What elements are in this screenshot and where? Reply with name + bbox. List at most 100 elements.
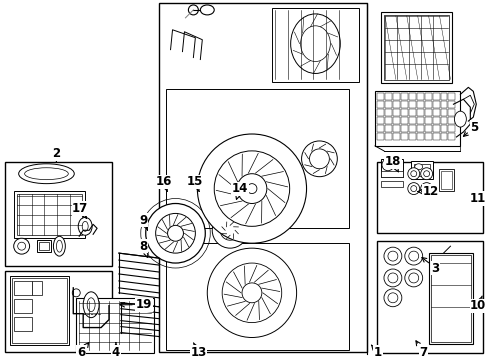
Text: 17: 17 (72, 202, 88, 219)
Ellipse shape (14, 238, 30, 254)
Text: IG: IG (390, 165, 396, 170)
Bar (424, 93, 431, 100)
Bar (5, 271, 112, 352)
Bar (416, 125, 423, 132)
Bar (447, 101, 454, 108)
Text: 2: 2 (52, 147, 61, 161)
Ellipse shape (301, 141, 337, 177)
Bar (447, 133, 454, 140)
Bar (432, 101, 439, 108)
Ellipse shape (420, 168, 432, 180)
Bar (384, 109, 391, 116)
Bar (440, 125, 447, 132)
Bar (440, 171, 451, 189)
Bar (376, 125, 383, 132)
Bar (440, 93, 447, 100)
Bar (413, 164, 429, 176)
Bar (408, 117, 415, 124)
Bar (14, 281, 32, 295)
Ellipse shape (83, 292, 99, 318)
Text: 11: 11 (469, 192, 486, 205)
Bar (408, 109, 415, 116)
Bar (416, 109, 423, 116)
Text: 10: 10 (469, 296, 486, 312)
Ellipse shape (19, 164, 74, 184)
Bar (440, 101, 447, 108)
Bar (384, 133, 391, 140)
Bar (14, 190, 85, 238)
Bar (376, 93, 383, 100)
Bar (424, 125, 431, 132)
Bar (400, 133, 407, 140)
Bar (392, 101, 399, 108)
Bar (384, 101, 391, 108)
Bar (383, 15, 448, 80)
Bar (416, 133, 423, 140)
Bar (440, 109, 447, 116)
Ellipse shape (383, 269, 401, 287)
Ellipse shape (246, 184, 256, 194)
Bar (408, 125, 415, 132)
Ellipse shape (423, 186, 429, 192)
Ellipse shape (155, 213, 195, 253)
Bar (380, 12, 451, 84)
Ellipse shape (410, 171, 416, 177)
Ellipse shape (242, 283, 262, 303)
Ellipse shape (188, 5, 198, 15)
Ellipse shape (78, 217, 92, 235)
Ellipse shape (407, 183, 419, 194)
Ellipse shape (82, 221, 88, 231)
Bar (376, 162, 482, 233)
Ellipse shape (72, 289, 80, 297)
Bar (432, 93, 439, 100)
Ellipse shape (414, 164, 422, 170)
Ellipse shape (420, 183, 432, 194)
Bar (432, 133, 439, 140)
Ellipse shape (387, 251, 397, 261)
Bar (39, 242, 49, 250)
Ellipse shape (24, 168, 68, 180)
Ellipse shape (408, 273, 418, 283)
Bar (410, 161, 432, 179)
Bar (76, 298, 153, 354)
Ellipse shape (200, 5, 214, 15)
Bar (32, 281, 41, 295)
Bar (384, 117, 391, 124)
Bar (424, 117, 431, 124)
Bar (432, 125, 439, 132)
Text: 4: 4 (112, 342, 120, 359)
Ellipse shape (384, 162, 390, 168)
Ellipse shape (207, 248, 296, 337)
Bar (424, 101, 431, 108)
Bar (416, 93, 423, 100)
Bar (400, 117, 407, 124)
Bar (384, 125, 391, 132)
Ellipse shape (145, 203, 205, 263)
Bar (374, 91, 460, 146)
Bar (376, 133, 383, 140)
Text: 13: 13 (190, 343, 206, 359)
Bar (428, 253, 472, 345)
Ellipse shape (214, 151, 289, 226)
Ellipse shape (53, 236, 65, 256)
Text: 19: 19 (120, 298, 152, 311)
Ellipse shape (56, 240, 62, 252)
Ellipse shape (87, 298, 95, 312)
Ellipse shape (423, 171, 429, 177)
Bar (447, 117, 454, 124)
Ellipse shape (197, 134, 306, 243)
Bar (440, 117, 447, 124)
Bar (432, 117, 439, 124)
Bar (380, 181, 402, 186)
Bar (440, 133, 447, 140)
Bar (447, 109, 454, 116)
Bar (271, 8, 358, 82)
Ellipse shape (387, 293, 397, 303)
Bar (424, 133, 431, 140)
Bar (380, 171, 402, 177)
Bar (392, 133, 399, 140)
Ellipse shape (220, 220, 240, 240)
Text: 8: 8 (140, 240, 148, 257)
Ellipse shape (408, 251, 418, 261)
Text: 1: 1 (371, 345, 381, 359)
